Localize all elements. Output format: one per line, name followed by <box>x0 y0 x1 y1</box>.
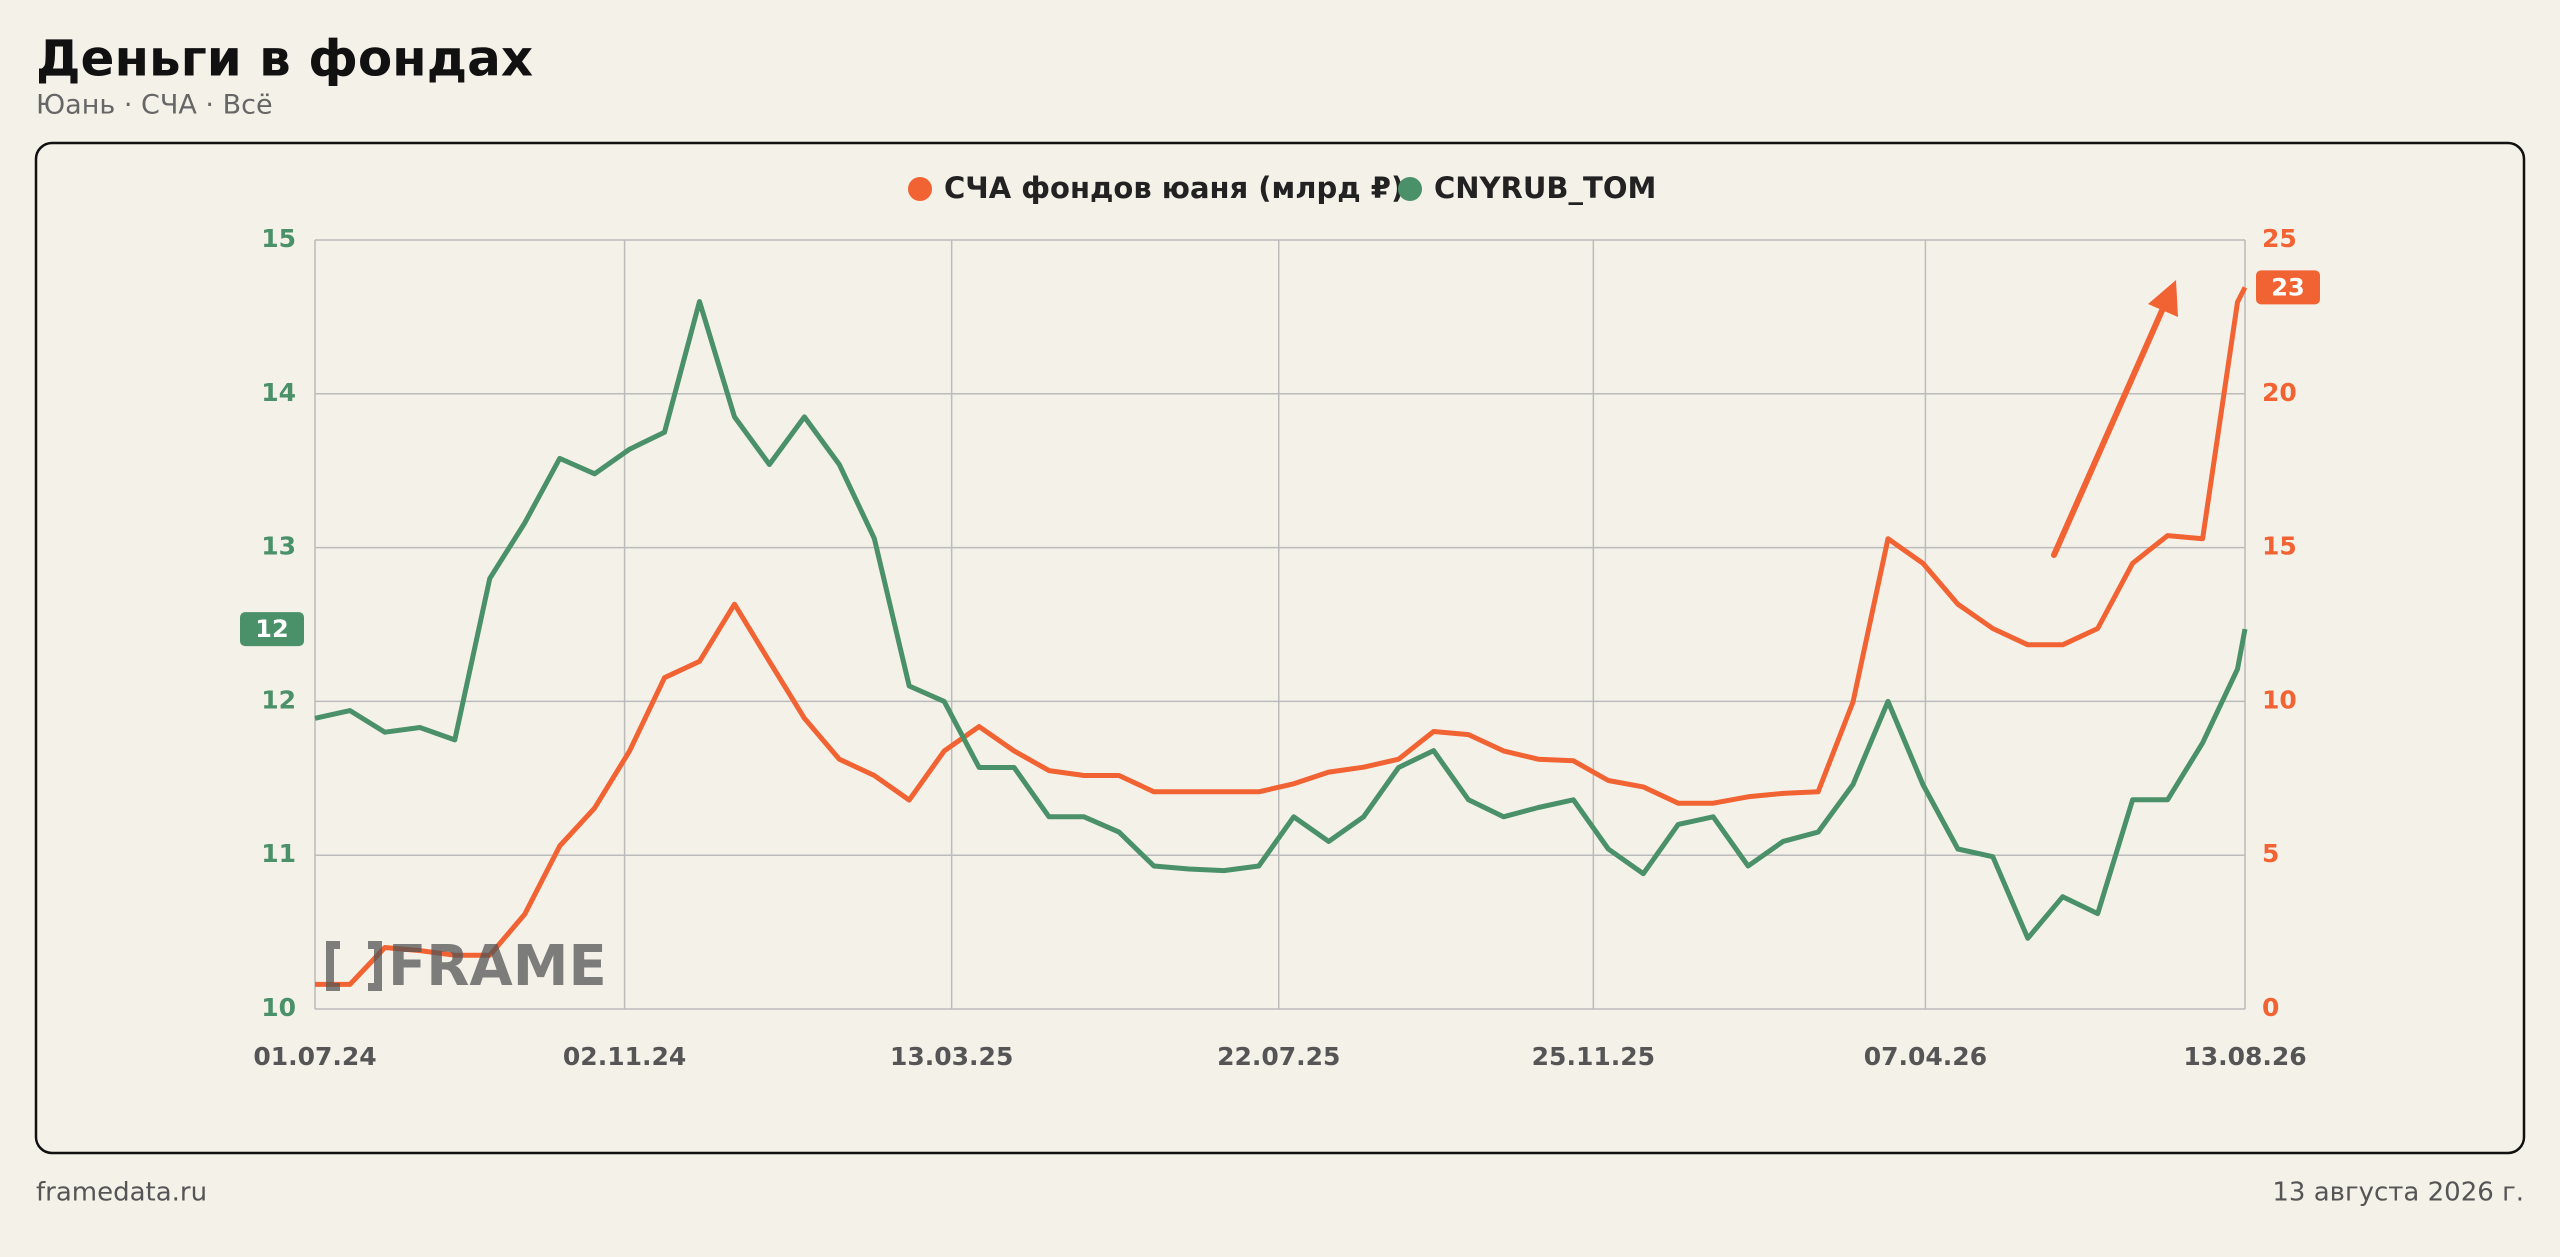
chart-frame <box>34 141 2526 1155</box>
legend-marker <box>908 177 932 201</box>
arrow-shaft <box>2051 303 2167 558</box>
x-tick-label: 02.11.24 <box>563 1042 686 1071</box>
x-tick-label: 07.04.26 <box>1864 1042 1987 1071</box>
plot-area: 10 11 12 13 14 15 0 5 10 15 20 25 01.07.24 02.11.24 13… <box>240 171 2320 1071</box>
y2-tick-label: 0 <box>2262 993 2279 1022</box>
date: 13 августа 2026 г. <box>2272 1178 2524 1208</box>
y-tick-label: 14 <box>261 378 296 407</box>
series-line <box>315 286 2248 987</box>
y2-tick-label: 5 <box>2262 839 2279 868</box>
series-line <box>314 299 2248 941</box>
end-label: 12 <box>255 615 288 643</box>
y-tick-label: 15 <box>261 224 296 253</box>
x-tick-label: 22.07.25 <box>1217 1042 1340 1071</box>
x-tick-label: 13.08.26 <box>2183 1042 2306 1071</box>
y-tick-label: 11 <box>261 839 296 868</box>
watermark: FRAME <box>388 934 607 999</box>
x-tick-label: 01.07.24 <box>253 1042 376 1071</box>
trend-arrow <box>2051 280 2178 558</box>
chart-subtitle: Юань · СЧА · Всё <box>36 90 273 121</box>
end-badge <box>240 612 304 647</box>
y-tick-label: 10 <box>261 993 296 1022</box>
x-tick-label: 13.03.25 <box>890 1042 1013 1071</box>
y2-tick-label: 25 <box>2262 224 2297 253</box>
arrow-head <box>2148 280 2178 317</box>
legend-label: СЧА фондов юаня (млрд ₽) <box>944 171 1404 205</box>
y2-tick-label: 20 <box>2262 378 2297 407</box>
legend-label: CNYRUB_TOM <box>1434 171 1656 205</box>
y-tick-label: 13 <box>261 532 296 561</box>
end-label: 23 <box>2271 273 2304 301</box>
chart-title: Деньги в фондах <box>36 30 533 88</box>
logo-icon <box>326 941 382 991</box>
source: framedata.ru <box>36 1178 207 1208</box>
watermark-logo: FRAME <box>326 934 607 999</box>
legend-marker <box>1398 177 1422 201</box>
x-tick-label: 25.11.25 <box>1532 1042 1655 1071</box>
y2-tick-label: 15 <box>2262 532 2297 561</box>
end-badge <box>2256 270 2320 305</box>
y2-tick-label: 10 <box>2262 685 2297 714</box>
y-tick-label: 12 <box>261 685 296 714</box>
